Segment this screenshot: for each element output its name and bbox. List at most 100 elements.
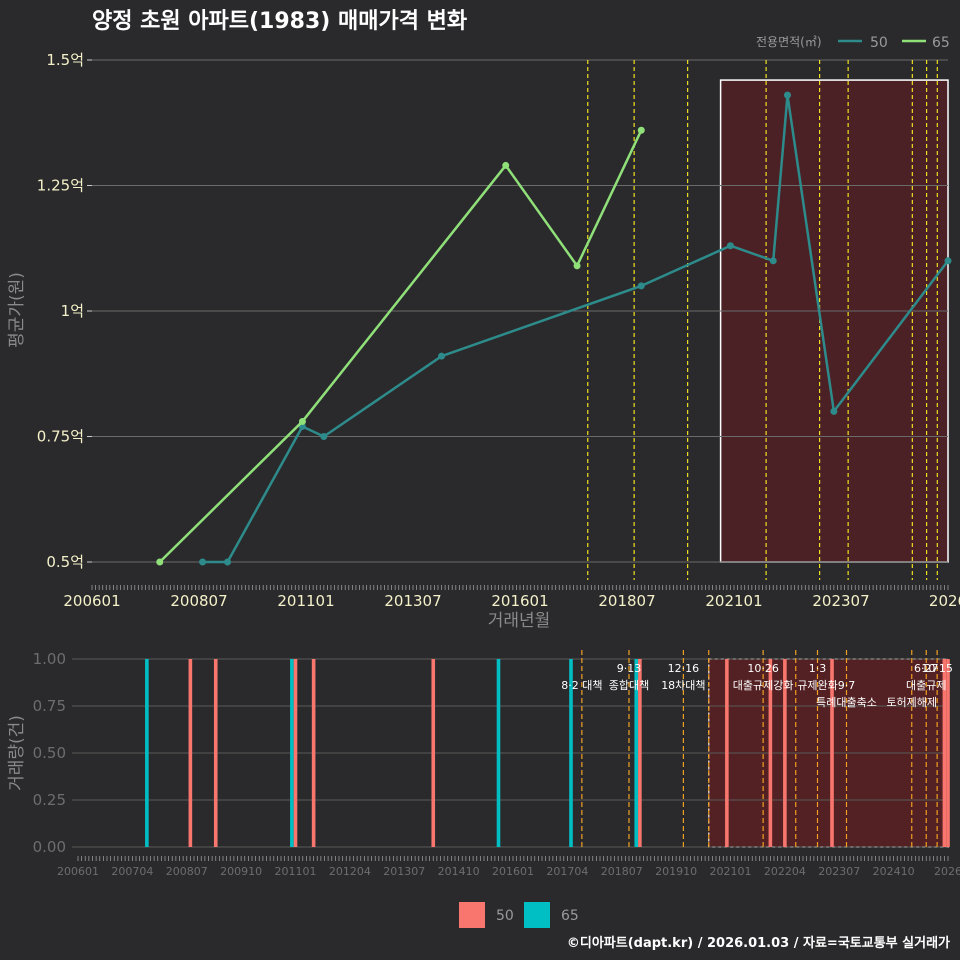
legend-label-50: 50 xyxy=(870,35,888,51)
policy-annotation: 9·7 xyxy=(838,679,856,692)
volume-bar-50 xyxy=(830,659,834,847)
price-point-50 xyxy=(320,433,328,440)
volume-bar-50 xyxy=(768,659,773,847)
volume-y-tick-label: 1.00 xyxy=(33,650,66,668)
price-point-50 xyxy=(944,257,952,265)
volume-bar-50 xyxy=(311,659,316,847)
volume-x-tick-label: 201807 xyxy=(601,865,643,878)
price-point-50 xyxy=(726,242,734,250)
policy-annotation: 18차대책 xyxy=(661,679,705,692)
volume-x-tick-label: 200807 xyxy=(166,865,208,878)
chart-title: 양정 초원 아파트(1983) 매매가격 변화 xyxy=(92,9,467,34)
price-y-tick-label: 1억 xyxy=(61,302,84,320)
policy-annotation: 규제완화 xyxy=(797,679,837,692)
legend-swatch-bar-50 xyxy=(459,902,485,928)
price-point-50 xyxy=(199,558,207,566)
price-y-axis-label: 평균가(원) xyxy=(7,272,27,348)
volume-bar-50 xyxy=(213,659,218,847)
volume-x-tick-label: 201204 xyxy=(329,865,371,878)
legend-swatch-bar-65 xyxy=(524,902,550,928)
volume-x-tick-label: 200601 xyxy=(57,865,99,878)
price-x-tick-label: 201601 xyxy=(491,592,548,610)
volume-x-tick-label: 200910 xyxy=(220,865,262,878)
policy-annotation: 10·26 xyxy=(747,662,779,675)
price-highlight-region xyxy=(719,79,949,563)
volume-bar-50 xyxy=(725,659,729,847)
volume-x-tick-label: 201601 xyxy=(492,865,534,878)
volume-x-tick-label: 2026 xyxy=(934,865,960,878)
volume-bar-65 xyxy=(634,659,639,847)
volume-y-tick-label: 0.25 xyxy=(33,791,66,809)
price-x-tick-label: 200601 xyxy=(63,592,120,610)
price-y-tick-label: 1.5억 xyxy=(46,51,84,69)
volume-bar-50 xyxy=(431,659,436,847)
price-point-50 xyxy=(224,558,232,566)
price-x-tick-label: 200807 xyxy=(170,592,227,610)
volume-y-axis-label: 거래량(건) xyxy=(7,715,27,791)
policy-annotation: 1·3 xyxy=(809,662,827,675)
price-point-50 xyxy=(830,407,838,415)
policy-annotation: 10·15 xyxy=(921,662,953,675)
volume-x-tick-label: 201307 xyxy=(383,865,425,878)
volume-x-tick-label: 201101 xyxy=(275,865,317,878)
price-legend: 전용면적(㎡) 50 65 xyxy=(756,35,950,51)
volume-bar-50 xyxy=(783,659,787,847)
volume-bar-65 xyxy=(145,659,149,847)
volume-x-tick-label: 202204 xyxy=(764,865,806,878)
policy-annotation: 대출규제 xyxy=(906,679,946,692)
volume-bar-50 xyxy=(946,659,950,847)
price-x-tick-label: 201307 xyxy=(384,592,441,610)
price-y-tick-label: 0.75억 xyxy=(37,428,84,446)
price-y-tick-label: 0.5억 xyxy=(46,553,84,571)
price-point-65 xyxy=(637,126,645,134)
volume-x-tick-label: 200704 xyxy=(111,865,153,878)
price-x-axis-label: 거래년월 xyxy=(488,611,551,631)
legend-label-bar-50: 50 xyxy=(496,908,514,924)
price-x-tick-label: 201101 xyxy=(277,592,334,610)
price-x-tick-label: 2026 xyxy=(929,592,960,610)
volume-x-tick-label: 202410 xyxy=(873,865,915,878)
volume-y-tick-label: 0.75 xyxy=(33,697,66,715)
volume-x-tick-label: 202101 xyxy=(710,865,752,878)
price-point-50 xyxy=(769,257,777,265)
volume-bar-65 xyxy=(496,659,501,847)
price-x-tick-label: 202307 xyxy=(812,592,869,610)
volume-x-tick-label: 201910 xyxy=(655,865,697,878)
volume-bar-65 xyxy=(290,659,294,847)
policy-annotation: 종합대책 xyxy=(609,679,649,692)
volume-legend: 50 65 xyxy=(459,902,579,928)
volume-bar-50 xyxy=(293,659,298,847)
legend-label-bar-65: 65 xyxy=(561,908,579,924)
price-point-50 xyxy=(637,282,645,290)
volume-bar-50 xyxy=(188,659,193,847)
volume-x-tick-label: 202307 xyxy=(818,865,860,878)
price-point-50 xyxy=(438,352,446,360)
volume-y-tick-label: 0.00 xyxy=(33,838,66,856)
policy-annotation: 8·2 대책 xyxy=(561,679,602,692)
policy-annotation: 토허제해제 xyxy=(886,695,937,709)
price-point-65 xyxy=(502,161,510,169)
price-y-tick-label: 1.25억 xyxy=(37,177,84,195)
price-x-tick-label: 202101 xyxy=(705,592,762,610)
volume-bar-50 xyxy=(942,659,947,847)
volume-y-tick-label: 0.50 xyxy=(33,744,66,762)
price-panel: 0.5억 0.75억 1억 1.25억 1.5억 200601 200807 201101 20… xyxy=(37,51,960,610)
price-point-65 xyxy=(573,262,581,270)
source-caption: ©디아파트(dapt.kr) / 2026.01.03 / 자료=국토교통부 실… xyxy=(567,935,950,951)
legend-label-65: 65 xyxy=(932,35,950,51)
policy-annotation: 특례대출축소 xyxy=(816,696,877,709)
volume-x-tick-label: 201410 xyxy=(438,865,480,878)
price-point-65 xyxy=(298,417,306,425)
price-point-65 xyxy=(156,558,164,566)
legend-title: 전용면적(㎡) xyxy=(756,35,822,49)
price-x-tick-label: 201807 xyxy=(598,592,655,610)
policy-annotation: 6·27 xyxy=(914,662,939,675)
volume-bar-50 xyxy=(638,659,642,847)
price-point-50 xyxy=(784,91,791,99)
policy-annotation: 대출규제강화 xyxy=(733,679,794,692)
volume-panel: 0.00 0.25 0.50 0.75 1.00 8·2 대책 9·13 종합대책 12·16 1… xyxy=(33,650,960,878)
volume-x-tick-label: 201704 xyxy=(546,865,588,878)
volume-bar-65 xyxy=(569,659,573,847)
policy-annotation: 9·13 xyxy=(617,662,642,675)
